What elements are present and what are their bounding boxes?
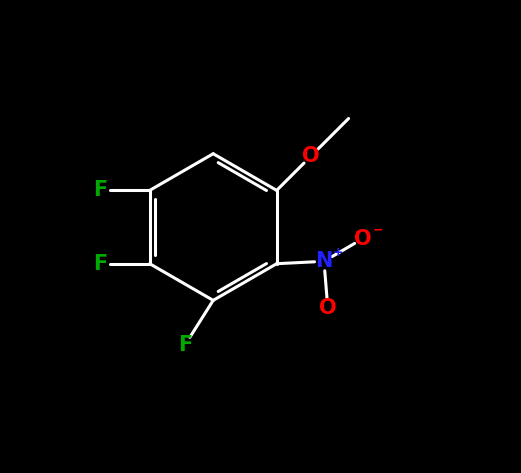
Text: −: −: [373, 224, 383, 236]
Text: +: +: [333, 246, 343, 259]
Text: F: F: [93, 180, 107, 201]
Text: O: O: [354, 228, 371, 249]
Text: O: O: [319, 298, 337, 318]
Text: F: F: [93, 254, 107, 274]
Text: N: N: [315, 251, 333, 272]
Text: F: F: [178, 335, 192, 355]
Text: O: O: [302, 146, 319, 166]
